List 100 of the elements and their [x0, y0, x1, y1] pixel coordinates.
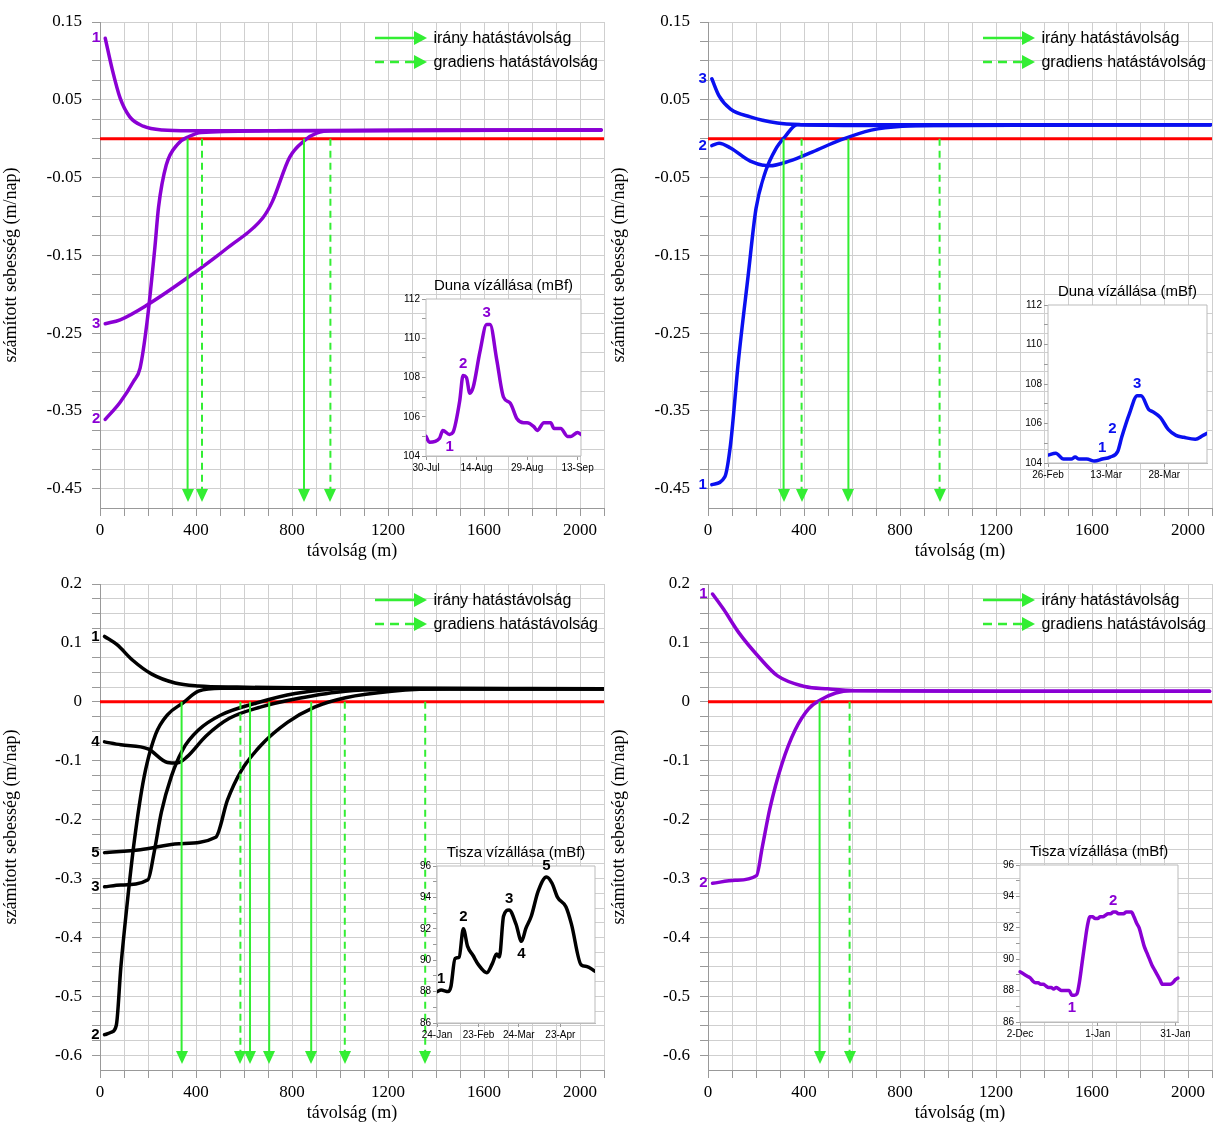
- x-tick-label: 13-Sep: [561, 461, 595, 473]
- x-tick-label: 2000: [563, 519, 597, 539]
- x-tick-label: 1600: [467, 519, 501, 539]
- y-tick-label: -0.1: [55, 750, 82, 770]
- y-tick-label: 92: [1002, 921, 1015, 933]
- series-label: 2: [91, 409, 101, 427]
- x-tick-label: 0: [95, 519, 105, 539]
- y-tick-label: 0.05: [52, 89, 82, 109]
- y-tick-label: 110: [404, 332, 421, 343]
- annotation: 2: [1109, 890, 1118, 908]
- y-tick-label: -0.5: [663, 985, 690, 1005]
- chart-title: Duna vízállása (mBf): [433, 275, 574, 293]
- y-tick-label: 104: [1025, 456, 1043, 468]
- x-tick-label: 1600: [1075, 1081, 1109, 1101]
- y-tick-label: -0.5: [55, 985, 82, 1005]
- x-tick-label: 1-Jan: [1085, 1027, 1111, 1039]
- y-tick-label: 106: [1025, 417, 1043, 429]
- y-tick-label: 112: [1026, 298, 1043, 310]
- y-tick-label: 110: [1026, 338, 1043, 350]
- legend-label: irány hatástávolság: [433, 29, 572, 47]
- legend-label: irány hatástávolság: [433, 591, 572, 609]
- annotation: 3: [482, 303, 491, 321]
- y-tick-label: 90: [419, 953, 432, 965]
- y-axis-title: számított sebesség (m/nap): [0, 167, 21, 363]
- y-tick-label: -0.4: [663, 926, 691, 946]
- y-tick-label: -0.05: [46, 166, 82, 186]
- y-tick-label: 88: [419, 985, 432, 997]
- y-tick-label: -0.25: [654, 322, 690, 342]
- x-tick-label: 1600: [467, 1081, 501, 1101]
- x-tick-label: 400: [791, 1081, 817, 1101]
- legend-label: gradiens hatástávolság: [1041, 615, 1206, 633]
- y-tick-label: 0.15: [52, 11, 82, 31]
- legend-label: irány hatástávolság: [1041, 591, 1180, 609]
- chart-title: Duna vízállása (mBf): [1057, 281, 1198, 299]
- y-tick-label: 108: [403, 371, 421, 383]
- x-tick-label: 1200: [371, 1081, 405, 1101]
- series-label: 1: [699, 584, 708, 602]
- x-axis-title: távolság (m): [306, 539, 398, 561]
- annotation: 4: [517, 944, 527, 961]
- chart-title: Tisza vízállása (mBf): [446, 842, 586, 860]
- x-axis-title: távolság (m): [306, 1101, 398, 1123]
- x-tick-label: 800: [279, 1081, 305, 1101]
- series-label: 1: [91, 28, 101, 46]
- y-tick-label: 0: [681, 691, 690, 711]
- x-tick-label: 800: [887, 519, 913, 539]
- x-tick-label: 2000: [1171, 519, 1205, 539]
- annotation: 1: [445, 437, 454, 455]
- x-tick-label: 2000: [563, 1081, 597, 1101]
- y-axis-title: számított sebesség (m/nap): [607, 729, 629, 925]
- x-tick-label: 14-Aug: [460, 461, 493, 473]
- y-tick-label: 86: [1002, 1015, 1015, 1027]
- y-tick-label: -0.1: [663, 750, 690, 770]
- x-tick-label: 1200: [371, 519, 405, 539]
- x-axis-title: távolság (m): [914, 539, 1006, 561]
- series-label: 2: [699, 873, 708, 891]
- x-tick-label: 1200: [979, 1081, 1013, 1101]
- series-label: 3: [91, 876, 100, 894]
- y-tick-label: 0: [73, 691, 82, 711]
- y-tick-label: 90: [1002, 952, 1015, 964]
- x-tick-label: 1200: [979, 519, 1013, 539]
- y-axis-title: számított sebesség (m/nap): [0, 729, 21, 925]
- legend-label: irány hatástávolság: [1041, 29, 1180, 47]
- x-tick-label: 400: [183, 519, 209, 539]
- y-tick-label: -0.6: [663, 1044, 690, 1064]
- y-tick-label: -0.2: [55, 809, 82, 829]
- series-label: 1: [698, 474, 707, 492]
- y-tick-label: 0.1: [60, 632, 82, 652]
- series-label: 5: [91, 842, 100, 860]
- series-label: 3: [91, 313, 101, 331]
- series-label: 2: [91, 1024, 100, 1042]
- x-tick-label: 800: [279, 519, 305, 539]
- x-tick-label: 800: [887, 1081, 913, 1101]
- y-tick-label: 96: [419, 859, 432, 871]
- y-tick-label: -0.35: [654, 400, 690, 420]
- x-tick-label: 31-Jan: [1160, 1027, 1191, 1039]
- x-tick-label: 1600: [1075, 519, 1109, 539]
- x-tick-label: 0: [95, 1081, 105, 1101]
- series-label: 4: [91, 732, 101, 750]
- x-tick-label: 24-Mar: [502, 1028, 536, 1040]
- legend-label: gradiens hatástávolság: [433, 615, 598, 633]
- y-tick-label: -0.4: [55, 926, 83, 946]
- annotation: 2: [1108, 418, 1117, 436]
- y-tick-label: 86: [419, 1016, 432, 1028]
- series-label: 3: [698, 68, 707, 86]
- y-tick-label: 94: [1002, 890, 1015, 902]
- y-tick-label: 88: [1002, 984, 1015, 996]
- y-tick-label: -0.3: [663, 868, 690, 888]
- annotation: 2: [459, 907, 468, 925]
- legend-label: gradiens hatástávolság: [1041, 53, 1206, 71]
- y-tick-label: 0.05: [660, 89, 690, 109]
- y-tick-label: 96: [1002, 858, 1015, 870]
- x-tick-label: 13-Mar: [1090, 468, 1123, 480]
- annotation: 1: [1098, 437, 1107, 455]
- x-tick-label: 26-Feb: [1032, 468, 1065, 480]
- y-tick-label: 0.2: [60, 573, 82, 593]
- chart-title: Tisza vízállása (mBf): [1029, 841, 1169, 859]
- x-tick-label: 24-Jan: [421, 1028, 453, 1040]
- y-tick-label: 0.15: [660, 11, 690, 31]
- annotation: 2: [458, 354, 468, 372]
- y-tick-label: 0.1: [668, 632, 690, 652]
